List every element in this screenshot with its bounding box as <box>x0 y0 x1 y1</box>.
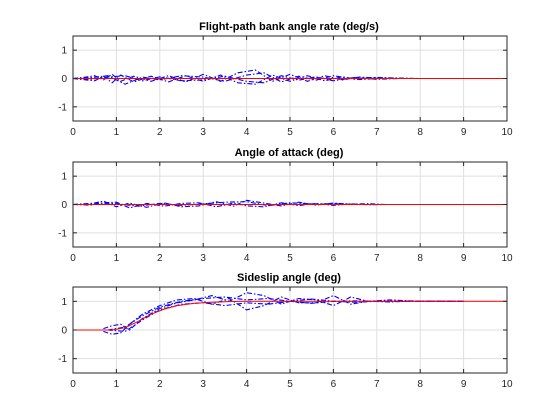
y-tick-label: -1 <box>58 228 67 239</box>
x-tick-label: 9 <box>461 379 467 390</box>
x-tick-label: 10 <box>501 127 513 138</box>
x-tick-label: 2 <box>157 127 163 138</box>
x-tick-label: 8 <box>417 253 423 264</box>
x-tick-label: 7 <box>374 127 380 138</box>
envelope-line-3 <box>73 201 377 207</box>
x-tick-label: 7 <box>374 253 380 264</box>
x-tick-label: 0 <box>70 127 76 138</box>
panel-sideslip-angle: Sideslip angle (deg) 0 1 2 3 4 5 6 7 8 9 10 -1 0 1 <box>58 272 513 390</box>
reference-line <box>73 300 507 331</box>
envelope-line-1 <box>103 292 464 331</box>
y-tick-label: 0 <box>61 74 67 85</box>
y-tick-label: 0 <box>61 326 67 337</box>
x-tick-label: 10 <box>501 379 513 390</box>
x-tick-label: 8 <box>417 127 423 138</box>
y-tick-label: 1 <box>61 46 67 57</box>
panel-bank-angle-rate: Flight-path bank angle rate (deg/s) 0 1 2 3… <box>58 21 513 138</box>
x-tick-label: 4 <box>244 379 250 390</box>
envelope-line-3 <box>73 72 421 85</box>
y-tick-label: -1 <box>58 102 67 113</box>
x-tick-label: 1 <box>114 253 120 264</box>
series-group <box>73 69 507 85</box>
y-tick-label: -1 <box>58 354 67 365</box>
x-tick-label: 0 <box>70 253 76 264</box>
chart-title: Angle of attack (deg) <box>235 147 344 159</box>
x-tick-label: 9 <box>461 253 467 264</box>
x-tick-label: 3 <box>200 379 206 390</box>
x-tick-label: 2 <box>157 253 163 264</box>
x-tick-label: 6 <box>331 379 337 390</box>
x-tick-label: 10 <box>501 253 513 264</box>
x-tick-label: 1 <box>114 379 120 390</box>
x-tick-label: 1 <box>114 127 120 138</box>
x-tick-label: 5 <box>287 253 293 264</box>
x-tick-label: 0 <box>70 379 76 390</box>
x-tick-label: 7 <box>374 379 380 390</box>
x-tick-label: 9 <box>461 127 467 138</box>
x-tick-label: 4 <box>244 127 250 138</box>
x-tick-label: 8 <box>417 379 423 390</box>
chart-title: Sideslip angle (deg) <box>237 272 341 284</box>
x-tick-label: 6 <box>331 253 337 264</box>
x-tick-label: 2 <box>157 379 163 390</box>
x-tick-label: 5 <box>287 379 293 390</box>
series-group <box>73 199 507 209</box>
envelope-line-1 <box>73 199 399 208</box>
y-tick-label: 0 <box>61 200 67 211</box>
y-tick-label: 1 <box>61 172 67 183</box>
x-tick-label: 6 <box>331 127 337 138</box>
envelope-line-4 <box>73 75 421 84</box>
x-tick-label: 4 <box>244 253 250 264</box>
y-tick-label: 1 <box>61 297 67 308</box>
chart-title: Flight-path bank angle rate (deg/s) <box>199 21 379 33</box>
x-tick-label: 5 <box>287 127 293 138</box>
series-group <box>73 292 507 335</box>
x-tick-label: 3 <box>200 127 206 138</box>
panel-angle-of-attack: Angle of attack (deg) 0 1 2 3 4 5 6 7 8 9 10 -1 0 1 <box>58 147 513 264</box>
x-tick-label: 3 <box>200 253 206 264</box>
